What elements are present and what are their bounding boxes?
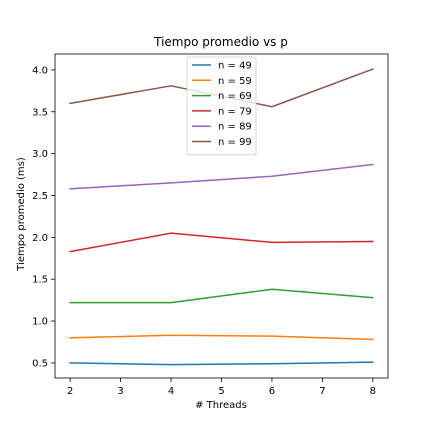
y-tick-label: 1.0 [32, 317, 48, 328]
y-tick-label: 2.0 [32, 233, 48, 244]
legend-label-3: n = 69 [218, 91, 252, 102]
y-tick-label: 0.5 [32, 358, 48, 369]
x-tick-label: 6 [269, 386, 275, 397]
legend-label-4: n = 79 [218, 106, 252, 117]
x-tick-label: 3 [117, 386, 123, 397]
x-tick-label: 7 [319, 386, 325, 397]
y-tick-label: 1.5 [32, 275, 48, 286]
series-line-2 [69, 334, 374, 341]
plot-area: 2 3 4 5 6 7 8 0.5 1.0 1.5 2.0 2.5 3.0 3.5 4.0 [32, 53, 389, 397]
x-tick-label: 2 [67, 386, 73, 397]
legend-label-2: n = 59 [218, 76, 252, 87]
y-tick-label: 3.0 [32, 149, 48, 160]
series-line-1 [69, 361, 374, 366]
x-axis-label: # Threads [195, 400, 247, 411]
y-tick-label: 2.5 [32, 191, 48, 202]
legend-label-1: n = 49 [218, 61, 252, 72]
chart-title: Tiempo promedio vs p [153, 35, 288, 49]
series-line-4 [69, 232, 374, 253]
series-line-5 [69, 163, 374, 190]
y-tick-label: 3.5 [32, 107, 48, 118]
legend-label-5: n = 89 [218, 122, 252, 133]
x-tick-label: 5 [218, 386, 224, 397]
x-tick-label: 4 [168, 386, 174, 397]
legend-label-6: n = 99 [218, 137, 252, 148]
y-axis-label: Tiempo promedio (ms) [16, 157, 27, 272]
x-tick-label: 8 [370, 386, 376, 397]
y-tick-label: 4.0 [32, 65, 48, 76]
legend-box [186, 56, 257, 156]
legend: n = 49 n = 59 n = 69 n = 79 n = 89 n = 99 [186, 56, 257, 156]
series-line-3 [69, 288, 374, 304]
